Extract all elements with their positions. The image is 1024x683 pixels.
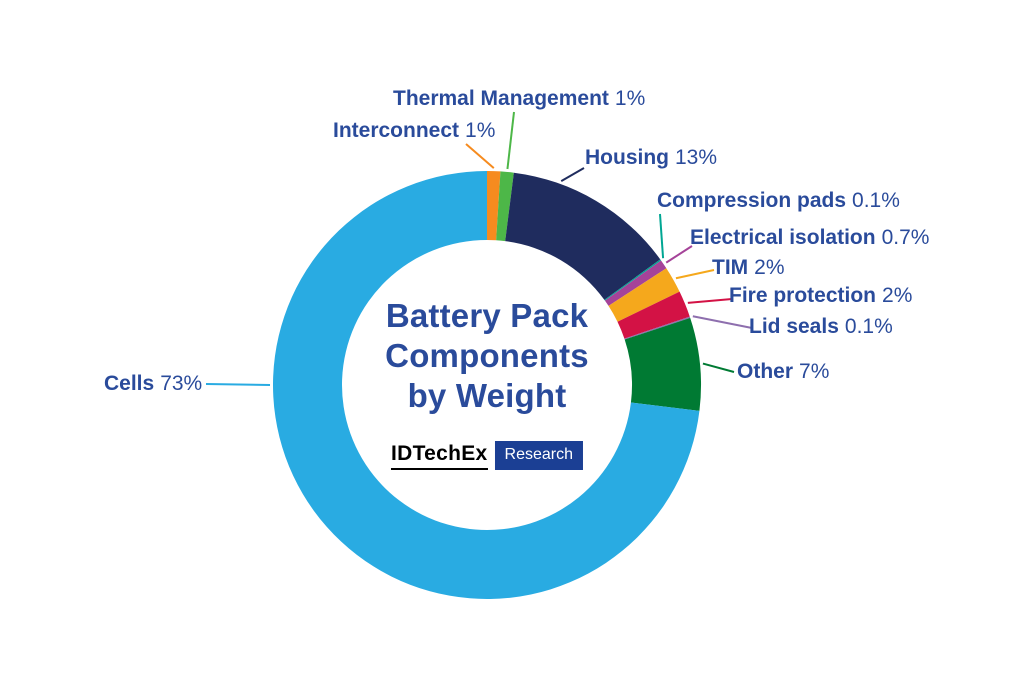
segment-name: Thermal Management [393, 87, 609, 110]
leader-line-lid-seals [692, 315, 753, 329]
brand-logo: IDTechEx Research [390, 441, 584, 470]
brand-wordmark: IDTechEx [390, 442, 488, 470]
label-fire-protection: Fire protection 2% [729, 284, 912, 308]
segment-cells [273, 171, 700, 599]
segment-electrical-isolation [604, 260, 667, 306]
segment-value: 1% [465, 119, 496, 142]
segment-name: Electrical isolation [690, 226, 876, 249]
segment-interconnect [487, 171, 501, 241]
segment-compression-pads [604, 259, 662, 301]
segment-name: TIM [712, 256, 749, 279]
segment-thermal-management [496, 171, 514, 242]
segment-value: 2% [882, 284, 913, 307]
segment-fire-protection [617, 291, 690, 339]
chart-title-line-1: Battery Pack [385, 297, 589, 334]
segment-name: Lid seals [749, 315, 839, 338]
label-interconnect: Interconnect 1% [333, 119, 495, 143]
label-lid-seals: Lid seals 0.1% [749, 315, 893, 339]
label-cells: Cells 73% [104, 372, 202, 396]
chart-title-line-3: by Weight [407, 377, 567, 414]
leader-line-interconnect [465, 143, 495, 169]
segment-value: 1% [614, 87, 646, 110]
brand-research-badge: Research [494, 441, 584, 470]
leader-line-thermal-management [506, 111, 515, 170]
segment-value: 7% [799, 360, 830, 383]
segment-value: 13% [675, 146, 718, 169]
segment-name: Cells [104, 372, 155, 395]
segment-tim [608, 268, 680, 322]
segment-housing [505, 172, 661, 300]
label-thermal-management: Thermal Management 1% [393, 87, 645, 111]
label-electrical-isolation: Electrical isolation 0.7% [690, 226, 929, 250]
segment-name: Compression pads [657, 189, 847, 212]
leader-line-fire-protection [687, 298, 733, 304]
segment-value: 0.1% [852, 189, 900, 212]
leader-line-other [702, 362, 735, 373]
label-tim: TIM 2% [712, 256, 785, 280]
segment-name: Interconnect [333, 119, 460, 142]
segment-value: 0.7% [881, 226, 930, 249]
segment-lid-seals [624, 316, 691, 340]
chart-title: Battery Pack Components by Weight [385, 296, 589, 416]
leader-line-housing [560, 167, 585, 182]
segment-name: Housing [585, 146, 669, 169]
segment-name: Fire protection [729, 284, 877, 307]
segment-value: 73% [160, 372, 203, 395]
leader-line-electrical-isolation [665, 245, 693, 264]
segment-name: Other [737, 360, 794, 383]
segment-other [624, 317, 701, 411]
leader-line-compression-pads [659, 213, 665, 259]
leader-line-tim [675, 269, 715, 280]
label-compression-pads: Compression pads 0.1% [657, 189, 900, 213]
segment-value: 0.1% [844, 315, 893, 338]
segment-value: 2% [754, 256, 785, 279]
leader-line-cells [205, 383, 271, 386]
label-other: Other 7% [737, 360, 829, 384]
chart-title-line-2: Components [385, 337, 589, 374]
label-housing: Housing 13% [585, 146, 717, 170]
